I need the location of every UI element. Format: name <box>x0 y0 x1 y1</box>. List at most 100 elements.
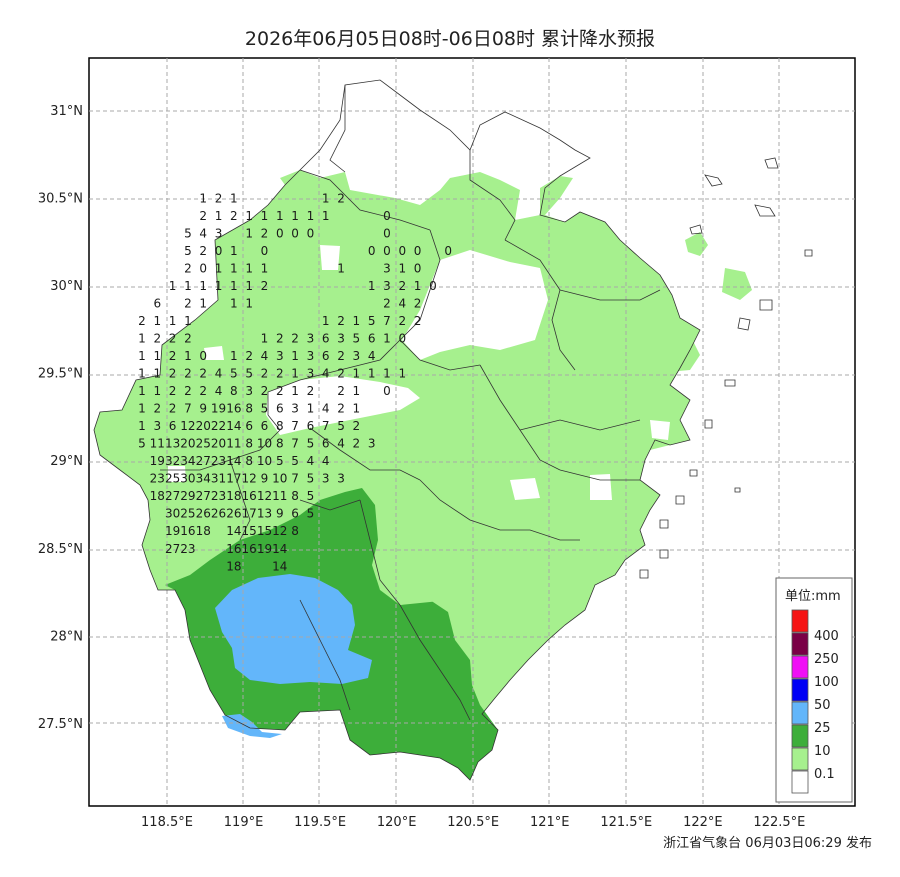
rain-value: 1 <box>230 279 238 293</box>
rain-value: 16 <box>242 489 257 503</box>
rain-value: 1 <box>245 279 253 293</box>
rain-value: 4 <box>215 367 223 381</box>
lon-tick-label: 122°E <box>683 815 723 830</box>
rain-value: 2 <box>184 297 192 311</box>
rain-value: 8 <box>245 402 253 416</box>
island-outlines <box>639 157 813 579</box>
rain-value: 9 <box>261 472 269 486</box>
rain-value: 11 <box>226 437 241 451</box>
rain-value: 23 <box>150 472 165 486</box>
rain-value: 1 <box>138 332 146 346</box>
legend-label: 400 <box>814 629 839 644</box>
rain-value: 1 <box>153 384 161 398</box>
rain-value: 16 <box>226 402 241 416</box>
rain-value: 0 <box>276 227 284 241</box>
rain-value: 3 <box>383 262 391 276</box>
rain-value: 12 <box>180 419 195 433</box>
rain-value: 4 <box>322 367 330 381</box>
rain-value: 16 <box>180 524 195 538</box>
rain-value: 2 <box>184 262 192 276</box>
rain-value: 0 <box>199 349 207 363</box>
rain-value: 2 <box>337 314 345 328</box>
legend-swatch <box>791 701 809 725</box>
rain-value: 2 <box>398 279 406 293</box>
rain-value: 1 <box>245 227 253 241</box>
legend-label: 25 <box>814 721 831 736</box>
rain-value: 0 <box>368 244 376 258</box>
rain-value: 10 <box>272 472 287 486</box>
rain-value: 1 <box>322 314 330 328</box>
rain-value: 8 <box>245 437 253 451</box>
lon-tick-label: 121.5°E <box>600 815 652 830</box>
rain-value: 1 <box>230 192 238 206</box>
rain-value: 26 <box>226 507 241 521</box>
rain-value: 1 <box>138 367 146 381</box>
rain-value: 2 <box>261 367 269 381</box>
rain-value: 2 <box>245 349 253 363</box>
rain-value: 5 <box>337 419 345 433</box>
rain-value: 3 <box>307 332 315 346</box>
rain-value: 1 <box>199 279 207 293</box>
rain-value: 1 <box>353 367 361 381</box>
rain-value: 19 <box>150 454 165 468</box>
rain-value: 5 <box>276 454 284 468</box>
rain-value: 12 <box>272 524 287 538</box>
rain-value: 27 <box>196 489 211 503</box>
rain-value: 3 <box>337 332 345 346</box>
rain-value: 17 <box>226 472 241 486</box>
rain-value: 5 <box>261 402 269 416</box>
rain-value: 5 <box>230 367 238 381</box>
rain-value: 2 <box>169 402 177 416</box>
rain-value: 2 <box>199 244 207 258</box>
rain-value: 11 <box>272 489 287 503</box>
lon-tick-label: 121°E <box>530 815 570 830</box>
rain-value: 2 <box>398 314 406 328</box>
rain-value: 2 <box>337 402 345 416</box>
rain-value: 0 <box>383 384 391 398</box>
rain-value: 14 <box>272 559 287 573</box>
rain-value: 0 <box>215 244 223 258</box>
rain-value: 20 <box>211 437 226 451</box>
legend-swatch <box>791 747 809 771</box>
legend-label: 10 <box>814 744 831 759</box>
rain-value: 15 <box>257 524 272 538</box>
rain-value: 3 <box>353 349 361 363</box>
rain-value: 6 <box>322 349 330 363</box>
rain-value: 16 <box>242 542 257 556</box>
rain-value: 1 <box>230 262 238 276</box>
rain-value: 2 <box>383 297 391 311</box>
rain-value: 1 <box>307 209 315 223</box>
rain-value: 1 <box>276 209 284 223</box>
rain-value: 5 <box>184 227 192 241</box>
rain-value: 12 <box>257 489 272 503</box>
rain-value: 1 <box>261 209 269 223</box>
rain-value: 0 <box>383 244 391 258</box>
rain-value: 25 <box>180 507 195 521</box>
rain-value: 4 <box>368 349 376 363</box>
legend-swatch <box>791 724 809 748</box>
rain-value: 18 <box>196 524 211 538</box>
rain-value: 7 <box>291 419 299 433</box>
rain-value-grid: 1 2 1 1 22 1 2 1 1 1 1 1 1 05 4 3 1 2 0 0 0 05 2 0 1 0 0 0 0 0 02 0 1 1 1 1… <box>138 192 452 574</box>
rain-value: 1 <box>230 244 238 258</box>
rain-value: 15 <box>242 524 257 538</box>
rain-value: 6 <box>368 332 376 346</box>
rain-value: 2 <box>184 384 192 398</box>
rain-value: 17 <box>242 507 257 521</box>
legend-swatch <box>791 632 809 656</box>
lat-tick-label: 30°N <box>50 279 83 294</box>
rain-value: 2 <box>276 384 284 398</box>
rain-value: 5 <box>307 489 315 503</box>
rain-value: 8 <box>230 384 238 398</box>
rain-value: 1 <box>383 367 391 381</box>
lat-gridlines <box>89 110 855 724</box>
rain-value: 2 <box>169 367 177 381</box>
rain-value: 25 <box>196 437 211 451</box>
rain-value: 6 <box>291 507 299 521</box>
rain-value: 14 <box>226 419 241 433</box>
rain-value: 5 <box>307 472 315 486</box>
rain-value: 2 <box>184 367 192 381</box>
rain-value: 5 <box>353 332 361 346</box>
legend-title: 单位:mm <box>785 589 841 604</box>
rain-value: 1 <box>261 332 269 346</box>
